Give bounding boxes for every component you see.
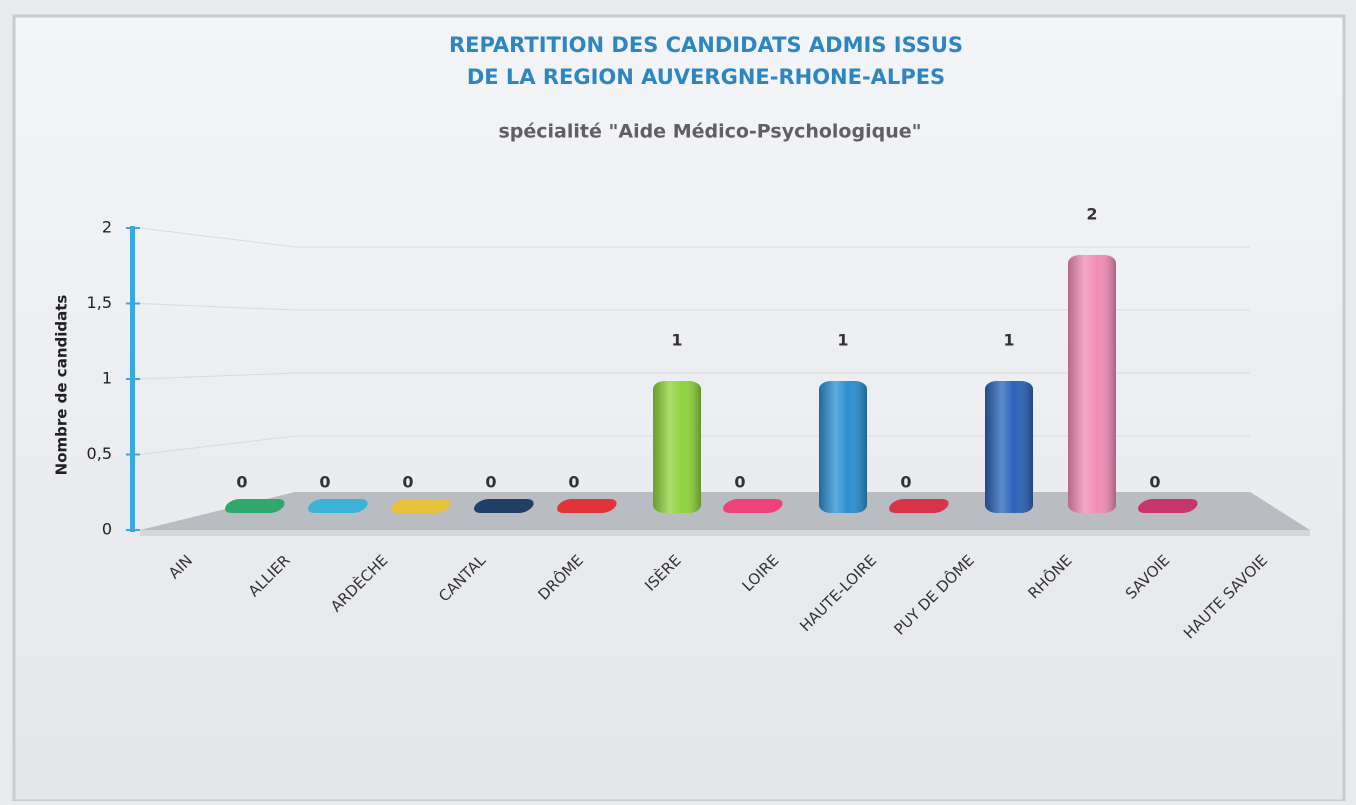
chart-title: DE LA REGION AUVERGNE-RHONE-ALPES [467,65,945,89]
floor-edge [140,530,1310,536]
data-label: 0 [402,473,413,492]
chart-subtitle: spécialité "Aide Médico-Psychologique" [498,121,921,143]
grid-line [139,372,1250,380]
data-label: 0 [319,473,330,492]
data-label: 2 [1086,205,1097,224]
data-label: 0 [900,473,911,492]
bar [225,499,285,513]
bar-shade [985,381,1033,513]
grid-line [139,227,1250,248]
chart-title: REPARTITION DES CANDIDATS ADMIS ISSUS [449,33,963,57]
data-label: 0 [568,473,579,492]
data-label: 0 [734,473,745,492]
y-axis-label: Nombre de candidats [53,295,71,476]
y-tick-label: 1 [102,369,112,388]
data-label: 0 [485,473,496,492]
data-label: 1 [671,331,682,350]
bar [391,499,451,513]
grid-line [139,303,1250,311]
bar-shade [653,381,701,513]
data-label: 0 [1149,473,1160,492]
bar-shade [819,381,867,513]
bar [889,499,949,513]
data-label: 1 [1003,331,1014,350]
bar [723,499,783,513]
bar [308,499,368,513]
grid-line [139,435,1250,455]
y-tick-label: 0,5 [87,444,112,463]
bar [1138,499,1198,513]
bar [474,499,534,513]
y-tick-label: 0 [102,520,112,539]
data-label: 0 [236,473,247,492]
bar [557,499,617,513]
data-label: 1 [837,331,848,350]
y-tick-label: 2 [102,218,112,237]
bar-shade [1068,255,1116,513]
y-tick-label: 1,5 [87,293,112,312]
